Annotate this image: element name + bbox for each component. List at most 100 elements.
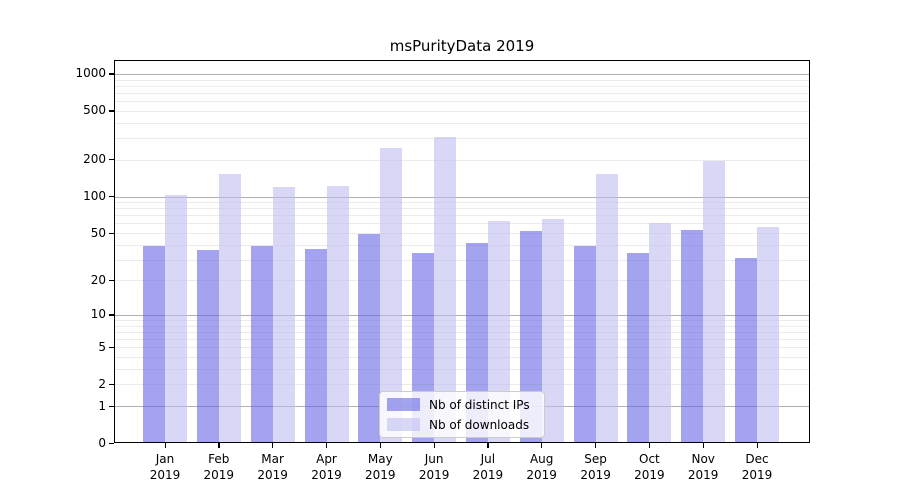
x-tick-mark-feb <box>218 443 220 448</box>
y-gridline-900 <box>114 79 810 81</box>
x-tick-mark-mar <box>272 443 274 448</box>
y-gridline-30 <box>114 259 810 261</box>
bar-distinct-ips-aug <box>519 230 542 443</box>
legend-swatch-distinct-ips <box>387 398 420 411</box>
bar-distinct-ips-mar <box>250 245 273 443</box>
legend-label-downloads: Nb of downloads <box>429 417 530 432</box>
bar-distinct-ips-oct <box>627 253 650 443</box>
bar-downloads-sep <box>595 173 618 443</box>
bar-distinct-ips-feb <box>196 250 219 443</box>
y-tick-label-20: 20 <box>90 272 106 287</box>
y-tick-label-100: 100 <box>83 189 106 203</box>
x-tick-mark-apr <box>326 443 328 448</box>
x-tick-mark-oct <box>648 443 651 448</box>
x-tick-label-jan: Jan 2019 <box>149 452 181 482</box>
bar-downloads-apr <box>326 185 349 443</box>
y-tick-mark-100 <box>109 196 114 198</box>
y-gridline-90 <box>114 202 810 203</box>
y-gridline-800 <box>114 85 810 87</box>
y-gridline-400 <box>114 122 810 124</box>
bar-distinct-ips-sep <box>573 245 596 443</box>
bar-downloads-dec <box>757 227 779 443</box>
bar-downloads-feb <box>218 174 241 443</box>
y-gridline-6 <box>114 339 810 341</box>
bar-downloads-aug <box>541 219 564 443</box>
x-tick-mark-sep <box>595 443 597 448</box>
x-tick-mark-aug <box>541 443 543 448</box>
x-tick-label-nov: Nov 2019 <box>687 452 719 482</box>
y-gridline-4 <box>114 357 810 358</box>
y-gridline-3 <box>114 368 810 370</box>
y-gridline-200 <box>114 159 810 161</box>
x-tick-label-oct: Oct 2019 <box>634 452 665 482</box>
x-tick-label-jun: Jun 2019 <box>418 452 450 482</box>
y-gridline-50 <box>114 233 810 234</box>
y-gridline-100 <box>114 196 810 198</box>
x-tick-mark-may <box>379 443 382 448</box>
y-tick-mark-2 <box>109 383 114 386</box>
y-gridline-20 <box>114 280 810 282</box>
plot-area <box>114 60 810 443</box>
y-tick-mark-1000 <box>109 73 114 75</box>
y-gridline-2 <box>114 384 810 386</box>
y-tick-mark-1 <box>109 405 114 407</box>
x-tick-label-feb: Feb 2019 <box>203 452 235 482</box>
y-tick-label-500: 500 <box>83 103 106 118</box>
y-gridline-300 <box>114 138 810 140</box>
x-tick-label-may: May 2019 <box>365 452 396 482</box>
y-gridline-9 <box>114 320 810 321</box>
y-gridline-70 <box>114 215 810 217</box>
chart-title: msPurityData 2019 <box>389 37 535 55</box>
x-tick-label-sep: Sep 2019 <box>580 452 611 482</box>
x-tick-mark-jan <box>164 443 166 448</box>
y-gridline-1000 <box>114 73 810 75</box>
bar-distinct-ips-may <box>358 234 381 443</box>
bar-downloads-mar <box>272 187 295 443</box>
y-gridline-8 <box>114 325 810 327</box>
bar-distinct-ips-jan <box>143 245 165 443</box>
y-tick-label-1: 1 <box>98 398 106 413</box>
legend-item-distinct-ips: Nb of distinct IPs <box>387 398 544 412</box>
x-tick-label-mar: Mar 2019 <box>257 452 288 482</box>
y-gridline-5 <box>114 347 810 349</box>
y-tick-label-1000: 1000 <box>75 66 106 81</box>
y-tick-mark-200 <box>109 159 114 161</box>
y-gridline-500 <box>114 110 810 112</box>
y-gridline-7 <box>114 331 810 333</box>
x-tick-label-jul: Jul 2019 <box>472 452 504 482</box>
y-tick-label-5: 5 <box>98 339 106 354</box>
y-tick-mark-500 <box>109 110 114 112</box>
y-gridline-60 <box>114 223 810 225</box>
y-tick-label-50: 50 <box>90 225 106 240</box>
y-tick-label-2: 2 <box>98 376 106 391</box>
x-tick-mark-jul <box>487 443 489 448</box>
bar-downloads-nov <box>703 160 726 443</box>
legend: Nb of distinct IPs Nb of downloads <box>379 391 545 438</box>
x-tick-mark-nov <box>702 443 704 448</box>
y-tick-label-10: 10 <box>90 307 106 322</box>
bar-downloads-may <box>380 148 403 443</box>
bar-downloads-jun <box>434 137 457 443</box>
y-tick-mark-20 <box>109 279 114 282</box>
y-gridline-700 <box>114 93 810 94</box>
legend-label-distinct-ips: Nb of distinct IPs <box>429 397 530 412</box>
y-tick-mark-5 <box>109 346 114 349</box>
x-tick-label-apr: Apr 2019 <box>311 452 342 482</box>
y-gridline-10 <box>114 314 810 316</box>
legend-item-downloads: Nb of downloads <box>387 418 544 432</box>
bar-downloads-jan <box>165 194 187 443</box>
bar-distinct-ips-nov <box>681 229 704 443</box>
bar-downloads-oct <box>649 223 672 443</box>
x-tick-mark-jun <box>433 443 435 448</box>
y-gridline-40 <box>114 244 810 246</box>
bar-downloads-jul <box>487 220 510 443</box>
y-tick-mark-10 <box>109 314 114 316</box>
legend-swatch-downloads <box>387 418 420 431</box>
y-tick-mark-50 <box>109 232 114 234</box>
x-tick-label-aug: Aug 2019 <box>526 452 557 482</box>
x-tick-label-dec: Dec 2019 <box>741 452 773 482</box>
y-tick-mark-0 <box>109 442 114 444</box>
bar-distinct-ips-apr <box>304 248 327 443</box>
bar-distinct-ips-dec <box>735 257 757 443</box>
